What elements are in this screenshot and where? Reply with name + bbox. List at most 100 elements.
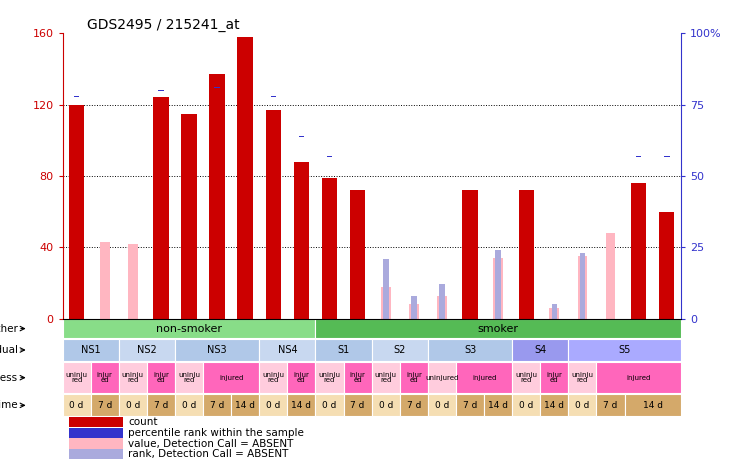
Text: 0 d: 0 d <box>126 401 140 410</box>
Text: uninju
red: uninju red <box>122 372 144 383</box>
Bar <box>625 394 681 417</box>
Text: other: other <box>0 324 18 334</box>
Bar <box>242 84 248 85</box>
Text: 7 d: 7 d <box>604 401 618 410</box>
Text: injured: injured <box>472 374 496 381</box>
Text: 14 d: 14 d <box>236 401 255 410</box>
Bar <box>316 394 344 417</box>
Bar <box>523 164 529 165</box>
Bar <box>596 362 681 393</box>
Bar <box>147 394 175 417</box>
Bar <box>118 394 147 417</box>
Text: NS4: NS4 <box>277 345 297 355</box>
Bar <box>186 99 192 100</box>
Bar <box>428 394 456 417</box>
Text: injur
ed: injur ed <box>96 372 113 383</box>
Text: 0 d: 0 d <box>378 401 393 410</box>
Bar <box>437 296 447 319</box>
Bar <box>203 362 259 393</box>
Text: S2: S2 <box>394 345 406 355</box>
Bar <box>63 362 91 393</box>
Bar <box>259 339 316 361</box>
Bar <box>568 339 681 361</box>
Bar <box>512 339 568 361</box>
Bar <box>372 362 400 393</box>
Text: injur
ed: injur ed <box>546 372 562 383</box>
Bar <box>495 250 501 319</box>
Bar <box>69 105 85 319</box>
Bar <box>549 308 559 319</box>
Bar <box>128 244 138 319</box>
Text: injur
ed: injur ed <box>350 372 366 383</box>
Bar <box>91 362 118 393</box>
Bar <box>238 37 253 319</box>
Bar <box>484 394 512 417</box>
Bar <box>316 339 372 361</box>
Bar <box>456 362 512 393</box>
Bar <box>411 296 417 319</box>
Text: injur
ed: injur ed <box>406 372 422 383</box>
Text: stress: stress <box>0 373 18 383</box>
Bar <box>259 394 287 417</box>
Bar <box>381 287 391 319</box>
Text: 7 d: 7 d <box>463 401 477 410</box>
Text: S5: S5 <box>618 345 631 355</box>
Text: injured: injured <box>626 374 651 381</box>
Bar <box>209 74 225 319</box>
Bar <box>568 362 596 393</box>
Text: S3: S3 <box>464 345 476 355</box>
Text: 0 d: 0 d <box>435 401 449 410</box>
Text: 7 d: 7 d <box>407 401 421 410</box>
Bar <box>540 362 568 393</box>
Bar <box>153 98 169 319</box>
Text: 0 d: 0 d <box>266 401 280 410</box>
Text: uninju
red: uninju red <box>66 372 88 383</box>
Text: injur
ed: injur ed <box>153 372 169 383</box>
Text: uninju
red: uninju red <box>375 372 397 383</box>
Bar <box>63 319 316 338</box>
Text: injur
ed: injur ed <box>294 372 309 383</box>
Text: individual: individual <box>0 345 18 355</box>
Text: 0 d: 0 d <box>69 401 84 410</box>
Bar <box>344 362 372 393</box>
Bar <box>512 362 540 393</box>
Bar <box>344 394 372 417</box>
Bar <box>74 96 79 97</box>
Bar <box>100 242 110 319</box>
Text: 7 d: 7 d <box>98 401 112 410</box>
Text: uninju
red: uninju red <box>178 372 200 383</box>
Text: 7 d: 7 d <box>154 401 168 410</box>
Bar <box>518 190 534 319</box>
Text: count: count <box>128 417 158 427</box>
Text: 14 d: 14 d <box>643 401 662 410</box>
Text: rank, Detection Call = ABSENT: rank, Detection Call = ABSENT <box>128 449 289 459</box>
Text: GDS2495 / 215241_at: GDS2495 / 215241_at <box>88 18 240 32</box>
Bar <box>568 394 596 417</box>
Bar <box>400 394 428 417</box>
Text: 7 d: 7 d <box>350 401 365 410</box>
Bar <box>175 394 203 417</box>
Text: NS1: NS1 <box>81 345 101 355</box>
Bar <box>68 449 124 459</box>
Text: uninju
red: uninju red <box>262 372 284 383</box>
Text: 0 d: 0 d <box>576 401 590 410</box>
Text: smoker: smoker <box>478 324 519 334</box>
Bar <box>316 319 681 338</box>
Bar <box>512 394 540 417</box>
Text: percentile rank within the sample: percentile rank within the sample <box>128 428 304 438</box>
Bar <box>147 362 175 393</box>
Bar <box>659 212 674 319</box>
Bar <box>259 362 287 393</box>
Bar <box>266 110 281 319</box>
Text: uninju
red: uninju red <box>319 372 341 383</box>
Bar <box>316 362 344 393</box>
Bar <box>63 339 118 361</box>
Bar <box>606 233 615 319</box>
Bar <box>409 304 419 319</box>
Text: 14 d: 14 d <box>488 401 508 410</box>
Bar <box>181 113 197 319</box>
Bar <box>175 362 203 393</box>
Bar <box>175 339 259 361</box>
Text: injured: injured <box>219 374 244 381</box>
Text: uninjured: uninjured <box>425 374 459 381</box>
